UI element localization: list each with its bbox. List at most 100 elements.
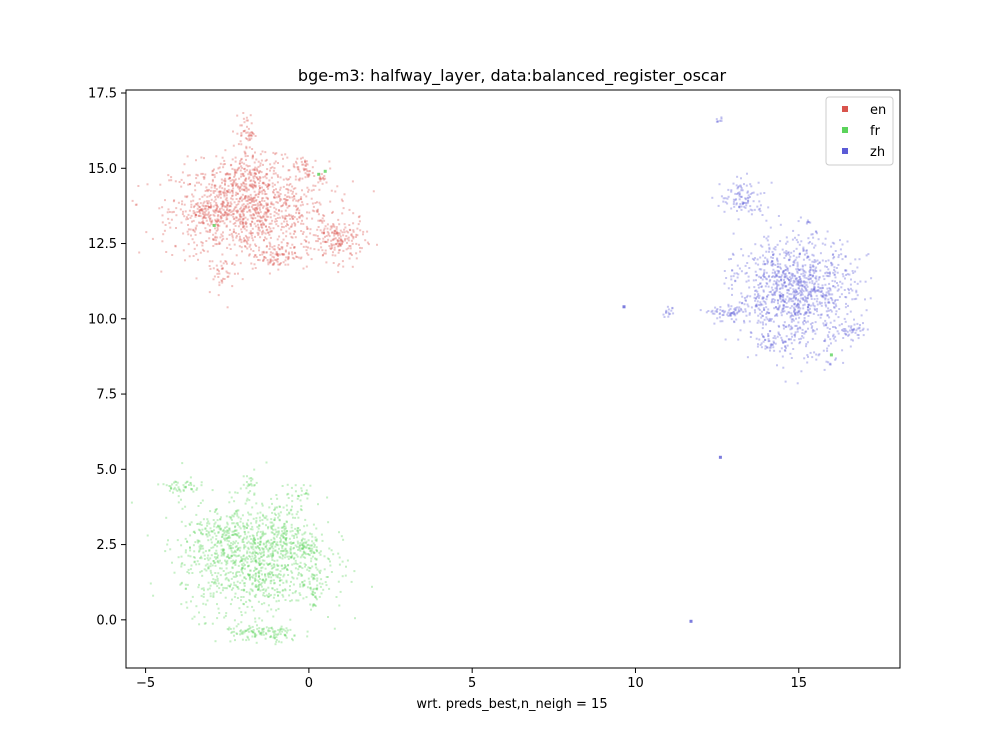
point-en [326, 223, 329, 226]
point-en [249, 223, 252, 226]
point-en [333, 230, 336, 233]
point-fr [208, 522, 211, 525]
point-fr [245, 600, 248, 603]
point-zh [699, 309, 702, 312]
point-en [187, 183, 190, 186]
point-zh [811, 233, 814, 236]
point-zh [794, 288, 797, 291]
point-zh [788, 311, 791, 314]
point-zh [796, 382, 799, 385]
point-zh [795, 324, 798, 327]
point-fr [237, 509, 240, 512]
point-en [223, 189, 226, 192]
point-fr [286, 508, 289, 511]
point-zh [730, 207, 733, 210]
point-en [298, 212, 301, 215]
point-fr [248, 578, 251, 581]
point-fr [225, 530, 228, 533]
point-fr [232, 522, 235, 525]
point-fr [283, 522, 286, 525]
point-fr [299, 565, 302, 568]
point-en [219, 220, 221, 223]
point-fr [254, 634, 256, 637]
point-en [255, 245, 258, 247]
point-fr [236, 514, 239, 517]
point-fr [254, 560, 257, 563]
point-zh [833, 302, 835, 305]
point-en [327, 233, 330, 236]
point-en [221, 214, 224, 217]
point-fr [225, 537, 228, 540]
point-fr [262, 542, 265, 545]
point-en [239, 223, 242, 226]
point-zh [761, 297, 764, 300]
point-en [209, 217, 211, 220]
point-fr [243, 582, 246, 585]
point-zh [742, 201, 745, 204]
point-fr [222, 552, 225, 555]
point-fr [228, 540, 231, 543]
point-fr [234, 575, 237, 578]
point-en [174, 244, 177, 247]
point-en [225, 262, 228, 265]
point-zh [827, 361, 830, 364]
point-zh [809, 277, 812, 280]
point-en [131, 199, 134, 202]
point-zh [844, 255, 847, 257]
point-en [246, 210, 249, 213]
point-zh [788, 282, 791, 285]
point-zh [719, 320, 722, 323]
point-zh [779, 296, 782, 299]
point-en [221, 281, 224, 284]
point-fr [236, 522, 239, 525]
point-fr [234, 551, 237, 554]
point-fr [214, 640, 217, 643]
point-fr [312, 603, 315, 606]
point-en [247, 198, 250, 201]
point-zh [792, 314, 795, 317]
point-zh [782, 299, 785, 302]
point-en [216, 228, 219, 231]
point-zh [757, 307, 760, 310]
point-fr [296, 563, 299, 566]
point-fr [301, 548, 304, 550]
point-zh [747, 275, 750, 278]
point-fr [193, 561, 196, 564]
point-zh [791, 276, 794, 279]
point-en [242, 213, 245, 216]
point-zh [746, 303, 749, 306]
point-fr [316, 579, 319, 582]
point-en [256, 220, 259, 223]
point-zh [764, 263, 767, 266]
point-en [298, 179, 301, 182]
point-en [244, 204, 247, 207]
point-fr [314, 536, 317, 539]
point-zh [757, 294, 759, 297]
point-fr [249, 542, 252, 545]
point-fr [281, 550, 284, 553]
point-fr [203, 554, 206, 557]
point-en [254, 209, 257, 212]
point-fr [277, 607, 280, 610]
point-en [290, 214, 293, 217]
point-zh [795, 283, 798, 286]
point-zh [853, 298, 856, 301]
point-en [213, 173, 216, 176]
point-zh [781, 309, 784, 312]
point-fr [240, 556, 243, 559]
point-fr [284, 634, 287, 637]
point-zh [753, 296, 756, 299]
point-fr [338, 531, 340, 534]
point-fr [267, 574, 270, 577]
point-en [229, 177, 232, 180]
point-en [214, 236, 217, 239]
point-en [301, 156, 304, 159]
point-zh [758, 207, 761, 210]
point-en [279, 188, 282, 191]
point-en [218, 190, 221, 193]
point-fr [226, 537, 229, 540]
point-fr [258, 617, 261, 620]
point-en [234, 194, 237, 197]
point-zh [788, 272, 791, 275]
point-en [243, 167, 246, 170]
